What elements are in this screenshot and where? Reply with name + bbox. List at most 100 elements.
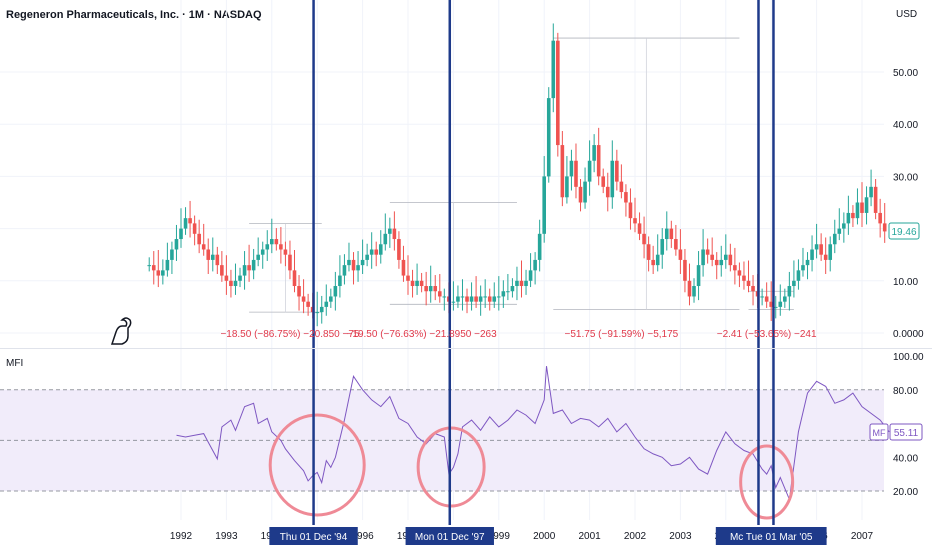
candle-body	[810, 249, 814, 260]
candle-body	[288, 254, 292, 271]
candle-body	[229, 280, 233, 287]
mfi-tick-label: 20.00	[893, 487, 918, 498]
time-tick-label: 1992	[170, 531, 193, 542]
candle-body	[338, 275, 342, 287]
candle-body	[424, 286, 428, 292]
mfi-tick-label: 40.00	[893, 453, 918, 464]
candle-body	[828, 244, 833, 260]
candle-body	[406, 275, 410, 281]
mfi-badge-value: 55.11	[894, 428, 919, 439]
candle-body	[397, 239, 401, 260]
candle-body	[319, 306, 324, 313]
time-tick-label: 2001	[578, 531, 601, 542]
candle-body	[315, 312, 319, 314]
candle-body	[383, 233, 388, 245]
candle-body	[551, 40, 556, 99]
candle-body	[297, 286, 301, 297]
date-tags: Thu 01 Dec '94 Mon 01 Dec '97 Mc Tue 01 Ma…	[269, 527, 827, 545]
candle-body	[238, 275, 242, 281]
candle-body	[170, 249, 174, 260]
candle-body	[437, 291, 442, 297]
candle-body	[270, 239, 274, 245]
candle-body	[619, 181, 624, 193]
candle-body	[578, 186, 583, 203]
candle-body	[646, 244, 651, 260]
candle-body	[433, 286, 438, 292]
date-tag-label: Thu 01 Dec '94	[280, 532, 348, 543]
candle-body	[342, 265, 347, 276]
candle-body	[546, 98, 551, 177]
candle-body	[569, 160, 574, 177]
candle-body	[215, 254, 220, 266]
candle-body	[796, 270, 801, 281]
candle-body	[369, 249, 374, 255]
candle-body	[279, 244, 283, 250]
candle-body	[179, 228, 183, 240]
candle-body	[615, 160, 619, 182]
candle-body	[501, 291, 506, 297]
vertical-marker-lines[interactable]	[312, 0, 775, 525]
candle-body	[565, 176, 569, 198]
candle-body	[764, 296, 769, 302]
candle-body	[633, 218, 637, 224]
candle-body	[251, 259, 256, 271]
candle-body	[574, 160, 578, 187]
candle-body	[592, 145, 596, 161]
price-tick-label: 50.00	[893, 68, 918, 79]
candle-body	[882, 223, 887, 232]
candle-body	[274, 239, 279, 245]
date-tag-label: Mon 01 Dec '97	[415, 532, 485, 543]
price-tick-label: 40.00	[893, 120, 918, 131]
candle-body	[855, 202, 860, 219]
candle-body	[333, 286, 338, 297]
candle-body	[374, 249, 379, 255]
candle-body	[610, 160, 615, 198]
chart-title: Regeneron Pharmaceuticals, Inc. · 1M · N…	[6, 9, 262, 21]
currency-label: USD	[896, 9, 918, 20]
candle-body	[528, 270, 533, 281]
price-tick-label: 0.0000	[893, 329, 924, 340]
candle-body	[174, 239, 179, 250]
candle-body	[642, 233, 646, 245]
mfi-badge-label: MF	[873, 428, 886, 438]
mfi-axis: 20.00 40.00 80.00 100.00	[893, 352, 924, 498]
candle-body	[737, 270, 742, 276]
candle-body	[624, 192, 628, 203]
candle-body	[183, 218, 188, 229]
candle-body	[837, 228, 842, 234]
candle-body	[560, 145, 565, 198]
candle-body	[542, 176, 546, 234]
mfi-pane-label: MFI	[6, 358, 24, 369]
time-tick-label: 2000	[533, 531, 556, 542]
drawdown-labels: −18.50 (−86.75%) −20.850 −75−19.50 (−76.…	[220, 329, 817, 340]
date-tag-label: Mc Tue 01 Mar '05	[730, 532, 813, 543]
price-axis: 0.0000 10.00 30.00 40.00 50.00	[893, 68, 924, 340]
drawdown-label: −2.41 (−53.65%) −241	[717, 329, 817, 340]
candle-body	[556, 40, 560, 146]
candle-body	[220, 265, 224, 276]
candle-body	[260, 249, 265, 255]
time-tick-label: 2003	[669, 531, 692, 542]
candle-body	[792, 280, 796, 287]
candle-body	[497, 296, 501, 298]
drawdown-label: −18.50 (−86.75%) −20.850 −75	[220, 329, 359, 340]
candle-body	[687, 280, 692, 297]
mfi-line	[176, 366, 890, 502]
price-tick-label: 10.00	[893, 277, 918, 288]
price-tick-label: 30.00	[893, 172, 918, 183]
candlestick-series	[147, 23, 887, 327]
candle-body	[860, 202, 864, 213]
candle-body	[233, 280, 238, 287]
candle-body	[487, 296, 492, 302]
candle-body	[206, 249, 211, 260]
candle-body	[483, 296, 487, 298]
candle-body	[583, 181, 587, 203]
candle-body	[410, 280, 415, 287]
candle-body	[492, 296, 497, 302]
candle-body	[719, 259, 724, 266]
candle-body	[778, 301, 783, 307]
mfi-tick-label: 80.00	[893, 386, 918, 397]
date-tag-box	[405, 527, 494, 545]
candle-body	[451, 301, 456, 303]
